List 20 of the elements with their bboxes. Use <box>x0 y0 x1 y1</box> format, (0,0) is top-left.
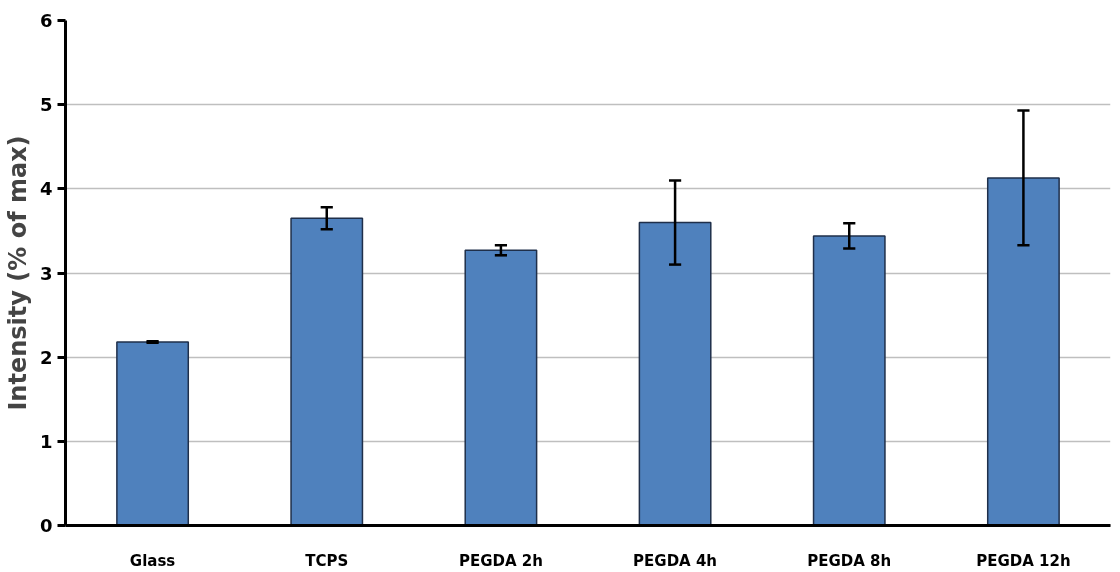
y-tick-label: 5 <box>39 94 53 116</box>
x-tick-label: PEGDA 4h <box>633 551 718 570</box>
y-tick-label: 0 <box>39 515 53 536</box>
y-tick-label: 1 <box>39 430 53 452</box>
bar <box>290 217 364 526</box>
x-tick-label: PEGDA 2h <box>458 551 543 570</box>
bar <box>464 249 538 526</box>
bar <box>116 341 190 526</box>
y-tick-label: 2 <box>39 346 53 368</box>
x-tick-label: PEGDA 12h <box>976 551 1071 570</box>
bar <box>638 221 712 526</box>
bar <box>986 177 1060 526</box>
bar <box>812 235 886 526</box>
y-tick-label: 4 <box>39 178 53 200</box>
y-tick-label: 3 <box>39 262 53 284</box>
x-tick-label: TCPS <box>305 551 349 570</box>
y-tick-label: 6 <box>39 10 53 31</box>
y-axis-title: Intensity (% of max) <box>3 135 32 411</box>
x-tick-label: Glass <box>129 551 176 570</box>
x-tick-label: PEGDA 8h <box>807 551 892 570</box>
